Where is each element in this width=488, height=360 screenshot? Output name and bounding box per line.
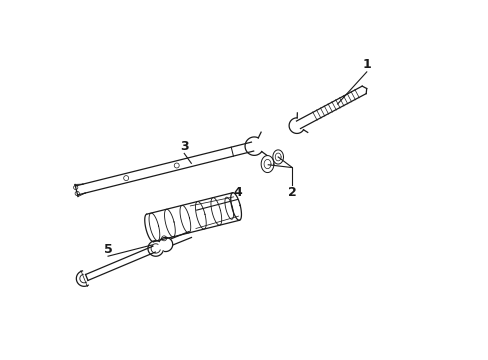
Text: 3: 3 (180, 140, 188, 153)
Text: 5: 5 (103, 243, 112, 256)
Text: 4: 4 (233, 186, 241, 199)
Text: 2: 2 (287, 186, 296, 199)
Text: 1: 1 (362, 58, 370, 71)
